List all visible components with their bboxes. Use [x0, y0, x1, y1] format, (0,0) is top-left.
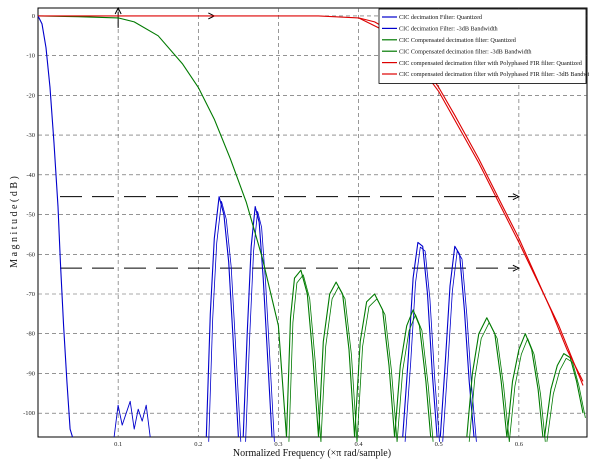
- y-tick-label: -40: [26, 172, 35, 179]
- legend-entry: CIC decimation Filter: Quantized: [399, 14, 483, 21]
- y-tick-label: -10: [26, 53, 35, 60]
- series-line-3-lobe-2: [354, 293, 396, 438]
- series-line-3-lobe-5: [506, 333, 544, 438]
- series-line-1-noise: [113, 400, 151, 438]
- y-tick-label: -60: [26, 251, 35, 258]
- legend-entry: CIC compensated decimation filter with P…: [399, 71, 589, 78]
- series-line-3-lobe-3: [394, 309, 432, 438]
- legend-entry: CIC Compensated decimation filter: -3dB …: [399, 48, 532, 55]
- series-line-3-lobe-6: [543, 353, 584, 438]
- series-line-1-lobe-2-shadow: [404, 246, 440, 442]
- y-tick-label: -20: [26, 92, 35, 99]
- series-line-3-lobe-6-shadow: [546, 357, 586, 442]
- series-line-3-lobe-1: [317, 281, 356, 438]
- series-line-3-lobe-4-shadow: [468, 322, 510, 442]
- legend: CIC decimation Filter: Quantized CIC deci…: [378, 8, 589, 84]
- annotation-arrow-up-head: [114, 6, 122, 15]
- series-line-3-lobe-4: [466, 317, 508, 438]
- y-tick-label: -100: [23, 410, 35, 417]
- legend-entry: CIC Compensated decimation filter: Quant…: [399, 37, 517, 44]
- x-axis-label: Normalized Frequency (×π rad/sample): [233, 448, 391, 459]
- legend-box: [378, 8, 587, 84]
- x-tick-label: 0.1: [114, 441, 122, 448]
- series-line-2: [37, 15, 288, 438]
- y-axis-ticks: 0 -10 -20 -30 -40 -50 -60 -70 -80 -90 -100: [23, 13, 35, 417]
- annotation-arrow-right-head: [512, 193, 520, 201]
- y-tick-label: -30: [26, 132, 35, 139]
- series-line-1-lobe-3: [439, 245, 475, 438]
- y-tick-label: -50: [26, 212, 35, 219]
- x-tick-label: 0.4: [355, 441, 364, 448]
- y-axis-label: M a g n i t u d e ( d B ): [9, 176, 20, 268]
- series-line-1-lobe-0: [205, 196, 239, 438]
- annotation-arrow-right-head: [512, 264, 520, 272]
- legend-entry: CIC decimation Filter: -3dB Bandwidth: [399, 26, 499, 33]
- series-line-0: [37, 15, 74, 438]
- series-line-1-lobe-0-shadow: [208, 200, 242, 442]
- x-tick-label: 0.2: [194, 441, 202, 448]
- y-tick-label: -90: [26, 370, 35, 377]
- y-tick-label: -80: [26, 331, 35, 338]
- series-line-1-lobe-2: [402, 241, 438, 438]
- y-tick-label: 0: [32, 13, 35, 20]
- x-tick-label: 0.3: [274, 441, 282, 448]
- series-line-3-lobe-3-shadow: [396, 314, 434, 442]
- series-line-3-lobe-5-shadow: [508, 338, 546, 442]
- x-axis-ticks: 0.1 0.2 0.3 0.4 0.5 0.6: [114, 441, 524, 448]
- x-tick-label: 0.5: [435, 441, 443, 448]
- series-line-3-lobe-0-shadow: [288, 274, 322, 442]
- legend-entry: CIC compensated decimation filter with P…: [399, 60, 583, 67]
- series-line-3-lobe-1-shadow: [320, 286, 358, 442]
- series-line-3-lobe-2-shadow: [356, 298, 398, 442]
- series-line-1-lobe-3-shadow: [442, 250, 477, 442]
- x-tick-label: 0.6: [515, 441, 524, 448]
- series-line-3-lobe-0: [285, 269, 320, 438]
- y-tick-label: -70: [26, 291, 35, 298]
- series-line-1-lobe-1-shadow: [245, 210, 275, 442]
